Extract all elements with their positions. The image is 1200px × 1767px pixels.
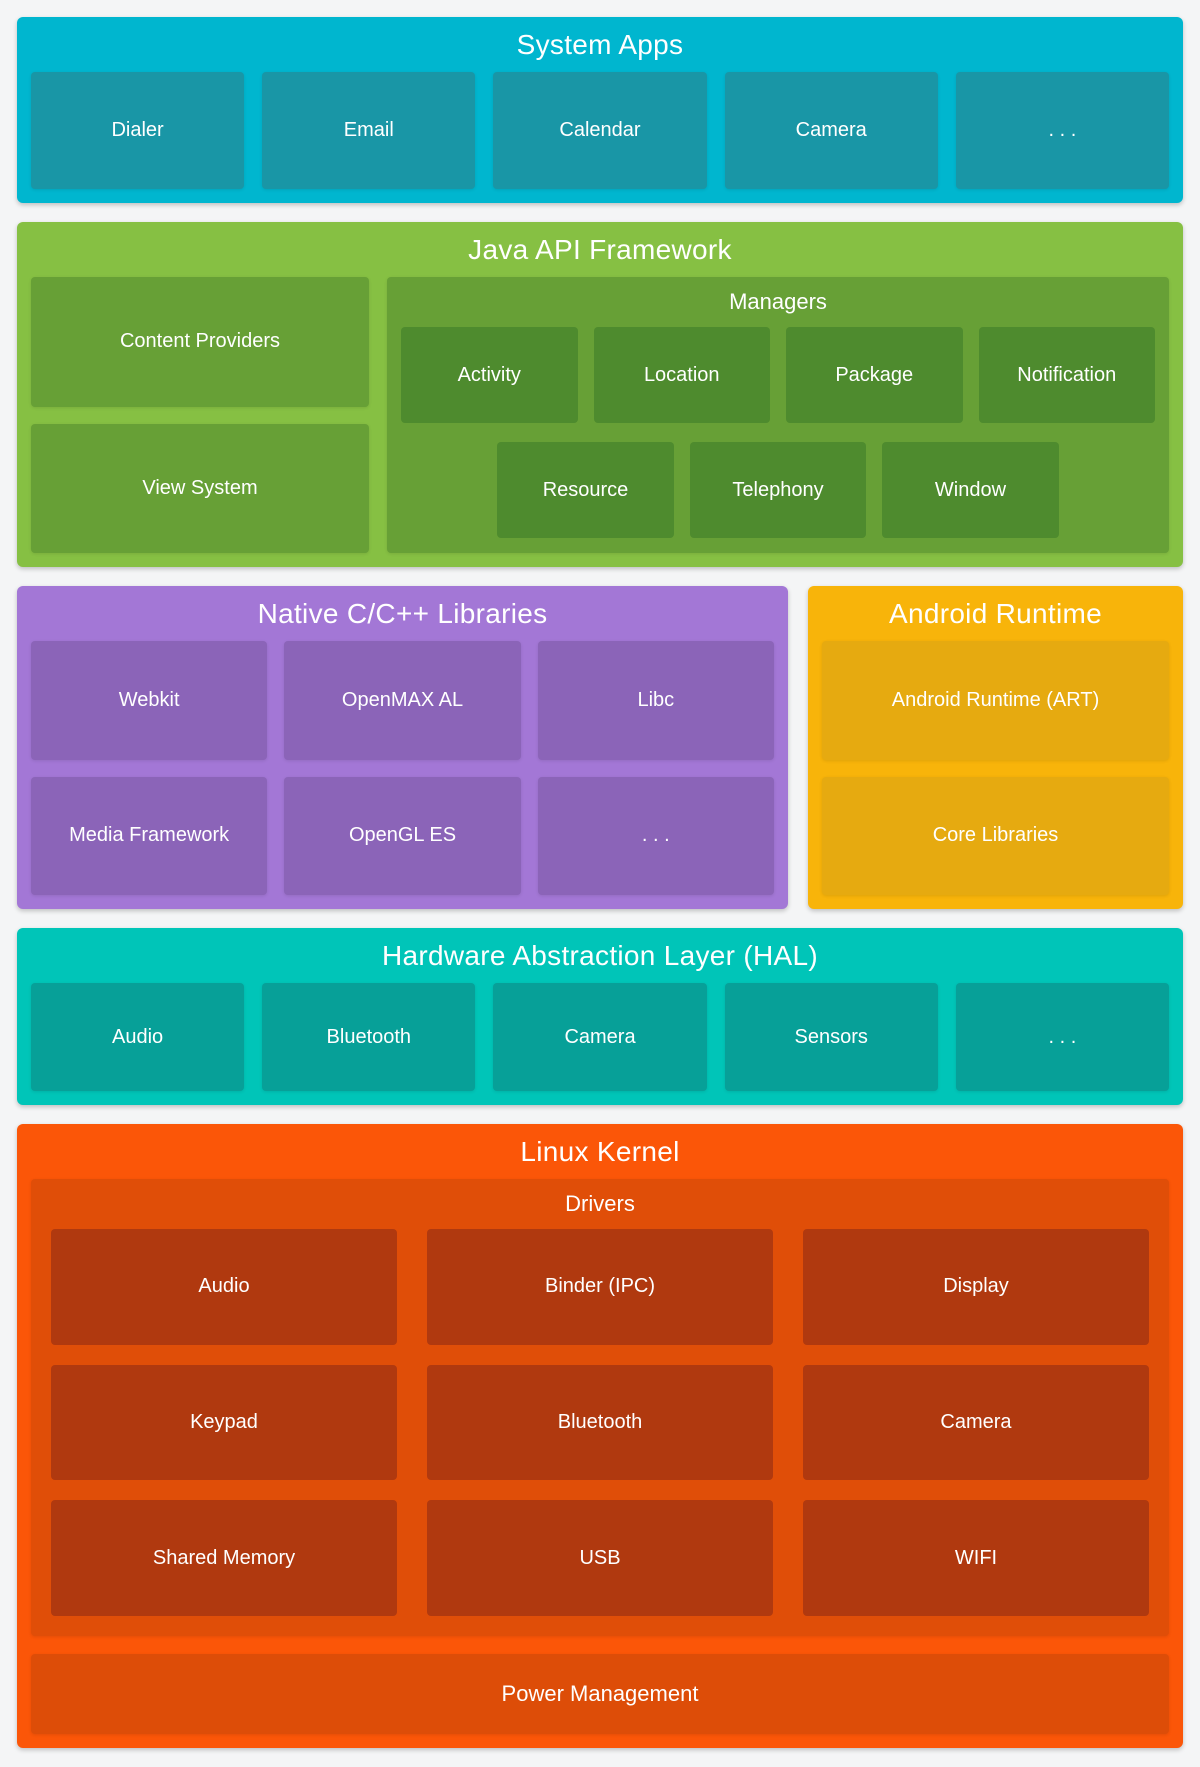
box-hal-camera: Camera bbox=[493, 983, 707, 1091]
hal-title: Hardware Abstraction Layer (HAL) bbox=[382, 940, 818, 971]
java-api-content: Content Providers View System Managers A… bbox=[31, 277, 1169, 553]
hal-layer: Hardware Abstraction Layer (HAL) Audio B… bbox=[17, 928, 1183, 1105]
hal-box-row: Audio Bluetooth Camera Sensors . . . bbox=[31, 983, 1170, 1091]
drivers-group: Drivers Audio Binder (IPC) Display Keypa… bbox=[31, 1179, 1169, 1636]
box-driver-audio: Audio bbox=[51, 1229, 397, 1345]
linux-kernel-layer: Linux Kernel Drivers Audio Binder (IPC) … bbox=[17, 1124, 1183, 1748]
box-driver-binder-ipc: Binder (IPC) bbox=[427, 1229, 773, 1345]
box-window-manager: Window bbox=[882, 442, 1059, 538]
box-driver-keypad: Keypad bbox=[51, 1364, 397, 1481]
box-power-management: Power Management bbox=[31, 1654, 1169, 1734]
box-hal-bluetooth: Bluetooth bbox=[262, 983, 476, 1091]
box-email: Email bbox=[262, 72, 476, 189]
managers-row-1: Activity Location Package Notification bbox=[401, 327, 1155, 423]
native-and-runtime-row: Native C/C++ Libraries Webkit OpenMAX AL… bbox=[17, 586, 1183, 909]
native-row-1: Webkit OpenMAX AL Libc bbox=[31, 641, 774, 760]
box-driver-usb: USB bbox=[427, 1500, 773, 1617]
native-libraries-grid: Webkit OpenMAX AL Libc Media Framework O… bbox=[31, 641, 774, 895]
java-api-framework-layer: Java API Framework Content Providers Vie… bbox=[17, 222, 1183, 567]
box-media-framework: Media Framework bbox=[31, 776, 268, 895]
drivers-row-3: Shared Memory USB WIFI bbox=[51, 1500, 1149, 1617]
drivers-title: Drivers bbox=[565, 1191, 635, 1216]
native-libraries-layer: Native C/C++ Libraries Webkit OpenMAX AL… bbox=[17, 586, 788, 909]
box-notification-manager: Notification bbox=[978, 327, 1155, 423]
box-camera-app: Camera bbox=[724, 72, 938, 189]
box-dialer: Dialer bbox=[31, 72, 245, 189]
box-hal-sensors: Sensors bbox=[724, 983, 938, 1091]
android-runtime-column: Android Runtime (ART) Core Libraries bbox=[822, 641, 1169, 895]
native-libraries-title: Native C/C++ Libraries bbox=[257, 598, 548, 629]
box-driver-bluetooth: Bluetooth bbox=[427, 1364, 773, 1481]
box-package-manager: Package bbox=[786, 327, 963, 423]
java-api-framework-title: Java API Framework bbox=[468, 234, 732, 265]
box-libc: Libc bbox=[537, 641, 774, 760]
box-activity-manager: Activity bbox=[401, 327, 578, 423]
managers-group: Managers Activity Location Package Notif… bbox=[387, 277, 1169, 553]
box-telephony-manager: Telephony bbox=[689, 442, 867, 538]
box-hal-audio: Audio bbox=[31, 983, 245, 1091]
managers-title: Managers bbox=[729, 289, 827, 314]
box-apps-ellipsis: . . . bbox=[955, 72, 1170, 189]
system-apps-title: System Apps bbox=[516, 29, 684, 60]
box-driver-display: Display bbox=[803, 1229, 1149, 1345]
box-driver-shared-memory: Shared Memory bbox=[51, 1500, 397, 1617]
box-native-ellipsis: . . . bbox=[537, 776, 774, 895]
drivers-row-1: Audio Binder (IPC) Display bbox=[51, 1229, 1149, 1345]
box-view-system: View System bbox=[31, 423, 369, 553]
box-calendar: Calendar bbox=[493, 72, 707, 189]
box-driver-wifi: WIFI bbox=[803, 1500, 1149, 1617]
box-driver-camera: Camera bbox=[803, 1364, 1149, 1481]
box-webkit: Webkit bbox=[31, 641, 268, 760]
box-core-libraries: Core Libraries bbox=[822, 776, 1169, 895]
native-row-2: Media Framework OpenGL ES . . . bbox=[31, 776, 774, 895]
box-resource-manager: Resource bbox=[497, 442, 674, 538]
box-android-runtime-art: Android Runtime (ART) bbox=[822, 641, 1169, 760]
linux-kernel-title: Linux Kernel bbox=[520, 1136, 680, 1167]
box-hal-ellipsis: . . . bbox=[955, 983, 1170, 1091]
java-left-column: Content Providers View System bbox=[31, 277, 369, 553]
managers-row-2: Resource Telephony Window bbox=[401, 442, 1155, 538]
system-apps-box-row: Dialer Email Calendar Camera . . . bbox=[31, 72, 1170, 189]
system-apps-layer: System Apps Dialer Email Calendar Camera… bbox=[17, 17, 1183, 203]
android-runtime-title: Android Runtime bbox=[888, 598, 1103, 629]
box-location-manager: Location bbox=[593, 327, 770, 423]
box-openmax-al: OpenMAX AL bbox=[284, 641, 521, 760]
android-runtime-layer: Android Runtime Android Runtime (ART) Co… bbox=[808, 586, 1183, 909]
box-opengl-es: OpenGL ES bbox=[284, 776, 521, 895]
drivers-row-2: Keypad Bluetooth Camera bbox=[51, 1364, 1149, 1481]
box-content-providers: Content Providers bbox=[31, 277, 369, 407]
